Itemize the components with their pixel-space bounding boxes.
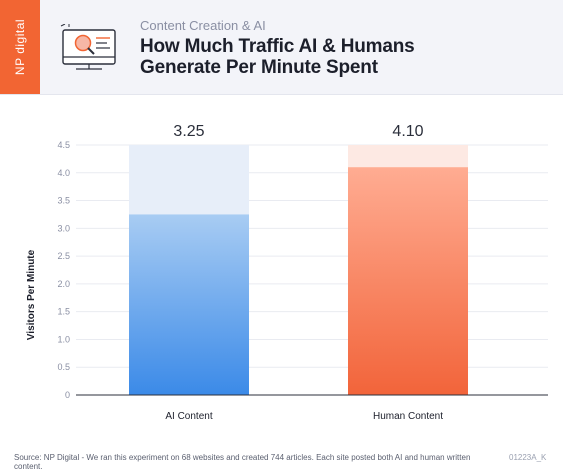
source-note: Source: NP Digital - We ran this experim… — [14, 453, 471, 471]
data-label: 3.25 — [173, 123, 204, 140]
category-label: Content Creation & AI — [140, 18, 266, 33]
figure-code: 01223A_K — [509, 453, 547, 462]
brand-text: NP digital — [13, 18, 27, 76]
y-tick-label: 1.5 — [57, 307, 70, 317]
y-tick-label: 3.0 — [57, 223, 70, 233]
chart-title-line-1: How Much Traffic AI & Humans — [140, 36, 415, 57]
x-tick-label: Human Content — [373, 411, 443, 422]
y-tick-label: 1.0 — [57, 334, 70, 344]
y-tick-label: 0 — [65, 390, 70, 400]
bar — [348, 167, 468, 395]
monitor-magnifier-icon — [60, 24, 116, 70]
y-tick-label: 3.5 — [57, 196, 70, 206]
y-tick-label: 2.5 — [57, 251, 70, 261]
brand-logo: NP digital — [0, 0, 40, 94]
y-tick-label: 0.5 — [57, 362, 70, 372]
y-tick-label: 4.5 — [57, 140, 70, 150]
bar-chart: 3.25 4.10 0 0.5 1.0 1.5 2.0 2.5 3.0 3.5 4.0 4.5 AI… — [26, 123, 548, 422]
y-tick-label: 2.0 — [57, 279, 70, 289]
header: NP digital Content Creation & AI How Muc… — [0, 0, 563, 95]
chart-title-line-2: Generate Per Minute Spent — [140, 57, 378, 78]
data-label: 4.10 — [392, 123, 423, 140]
y-tick-label: 4.0 — [57, 168, 70, 178]
x-tick-label: AI Content — [165, 411, 212, 422]
chart-title: How Much Traffic AI & Humans Generate Pe… — [140, 36, 520, 78]
bar — [129, 214, 249, 395]
y-axis-label: Visitors Per Minute — [26, 249, 37, 340]
